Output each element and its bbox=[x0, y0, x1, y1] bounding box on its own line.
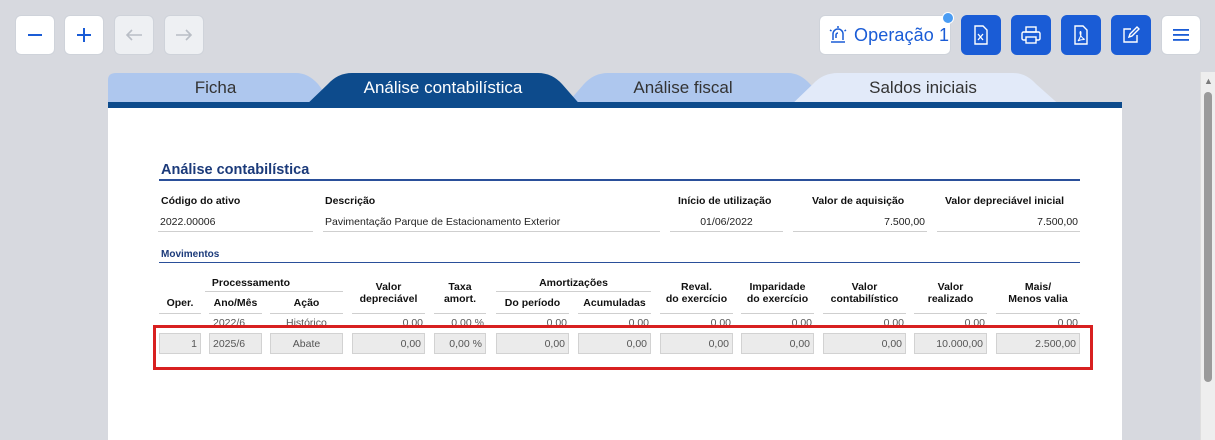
acquisition-value-label: Valor de aquisição bbox=[812, 195, 905, 207]
export-pdf-button[interactable] bbox=[1061, 15, 1101, 55]
alarm-light-icon bbox=[829, 26, 847, 43]
tab-ficha[interactable]: Ficha bbox=[194, 78, 237, 97]
header-reval: Reval. do exercício bbox=[665, 281, 728, 305]
scrollbar-thumb[interactable] bbox=[1204, 92, 1212, 382]
taxa-field[interactable]: 0,00 % bbox=[434, 333, 486, 354]
export-excel-button[interactable] bbox=[961, 15, 1001, 55]
acquisition-value: 7.500,00 bbox=[884, 216, 925, 228]
ano-mes-field[interactable]: 2025/6 bbox=[209, 333, 262, 354]
col-underline bbox=[496, 313, 569, 314]
depreciable-value-label: Valor depreciável inicial bbox=[945, 195, 1065, 207]
header-acumuladas: Acumuladas bbox=[583, 297, 646, 309]
col-underline bbox=[914, 313, 987, 314]
header-imparidade: Imparidade do exercício bbox=[746, 281, 809, 305]
tab-bar: Ficha Análise contabilística Análise fis… bbox=[108, 72, 1122, 108]
col-underline bbox=[159, 313, 201, 314]
header-acao: Ação bbox=[293, 297, 320, 309]
asset-code-underline bbox=[158, 231, 313, 232]
tab-analise-contabilistica[interactable]: Análise contabilística bbox=[363, 78, 523, 97]
col-underline bbox=[741, 313, 814, 314]
movements-divider bbox=[159, 262, 1080, 263]
zoom-out-button[interactable] bbox=[15, 15, 55, 55]
valor-depreciavel-field[interactable]: 0,00 bbox=[352, 333, 425, 354]
header-mais-menos-valia: Mais/Menos valia bbox=[1008, 281, 1068, 305]
highlight-inner-mask bbox=[156, 328, 1090, 332]
do-periodo-field[interactable]: 0,00 bbox=[496, 333, 569, 354]
section-divider bbox=[159, 179, 1080, 181]
arrow-left-icon bbox=[125, 29, 142, 41]
asset-code-label: Código do ativo bbox=[161, 195, 241, 207]
reval-field[interactable]: 0,00 bbox=[660, 333, 733, 354]
description-underline bbox=[323, 231, 660, 232]
col-underline bbox=[660, 313, 733, 314]
header-processamento: Processamento bbox=[211, 277, 291, 289]
header-valor-contabilistico: Valor contabilístico bbox=[830, 281, 899, 305]
col-underline bbox=[823, 313, 906, 314]
vertical-scrollbar[interactable]: ▲ bbox=[1200, 72, 1215, 440]
header-taxa-amort: Taxa amort. bbox=[443, 281, 477, 305]
acao-field[interactable]: Abate bbox=[270, 333, 343, 354]
back-button[interactable] bbox=[114, 15, 154, 55]
print-button[interactable] bbox=[1011, 15, 1051, 55]
start-date-value: 01/06/2022 bbox=[700, 216, 753, 228]
depreciable-value: 7.500,00 bbox=[1037, 216, 1078, 228]
movements-title: Movimentos bbox=[161, 249, 220, 260]
pencil-square-icon bbox=[1123, 26, 1140, 43]
tab-underline bbox=[108, 102, 1122, 108]
amortizacoes-underline bbox=[496, 291, 651, 292]
description-value: Pavimentação Parque de Estacionamento Ex… bbox=[325, 216, 561, 228]
header-oper: Oper. bbox=[166, 297, 194, 309]
forward-button[interactable] bbox=[164, 15, 204, 55]
printer-icon bbox=[1021, 26, 1041, 44]
pdf-file-icon bbox=[1074, 25, 1088, 45]
valor-realizado-field[interactable]: 10.000,00 bbox=[914, 333, 987, 354]
col-underline bbox=[209, 313, 262, 314]
acumuladas-field[interactable]: 0,00 bbox=[578, 333, 651, 354]
notification-badge bbox=[942, 12, 954, 24]
header-ano-mes: Ano/Mês bbox=[213, 297, 258, 309]
start-date-label: Início de utilização bbox=[678, 195, 772, 207]
zoom-in-button[interactable] bbox=[64, 15, 104, 55]
highlight-box bbox=[153, 325, 1093, 370]
col-underline bbox=[434, 313, 486, 314]
menu-button[interactable] bbox=[1161, 15, 1201, 55]
oper-field[interactable]: 1 bbox=[159, 333, 201, 354]
header-valor-realizado: Valor realizado bbox=[927, 281, 974, 305]
operation-button[interactable]: Operação 1 bbox=[819, 12, 954, 55]
acquisition-underline bbox=[793, 231, 927, 232]
valor-contabilistico-field[interactable]: 0,00 bbox=[823, 333, 906, 354]
section-title: Análise contabilística bbox=[161, 162, 310, 178]
minus-icon bbox=[28, 34, 42, 36]
excel-file-icon bbox=[974, 25, 988, 45]
imparidade-field[interactable]: 0,00 bbox=[741, 333, 814, 354]
asset-code-value: 2022.00006 bbox=[160, 216, 216, 228]
arrow-right-icon bbox=[176, 29, 193, 41]
description-label: Descrição bbox=[325, 195, 376, 207]
mais-menos-valia-field[interactable]: 2.500,00 bbox=[996, 333, 1080, 354]
col-underline bbox=[578, 313, 651, 314]
tab-shapes bbox=[108, 73, 1063, 108]
plus-icon bbox=[77, 28, 91, 42]
processamento-underline bbox=[205, 291, 343, 292]
operation-label: Operação 1 bbox=[854, 24, 950, 45]
start-date-underline bbox=[670, 231, 783, 232]
header-valor-depreciavel: Valor depreciável bbox=[359, 281, 418, 305]
col-underline bbox=[996, 313, 1080, 314]
hamburger-icon bbox=[1173, 29, 1189, 41]
edit-button[interactable] bbox=[1111, 15, 1151, 55]
header-amortizacoes: Amortizações bbox=[539, 277, 608, 289]
tab-analise-fiscal[interactable]: Análise fiscal bbox=[633, 78, 733, 97]
header-do-periodo: Do período bbox=[504, 297, 561, 309]
col-underline bbox=[352, 313, 425, 314]
depreciable-underline bbox=[937, 231, 1080, 232]
tab-saldos-iniciais[interactable]: Saldos iniciais bbox=[869, 78, 977, 97]
col-underline bbox=[270, 313, 343, 314]
scroll-up-icon: ▲ bbox=[1204, 76, 1213, 86]
content-panel bbox=[108, 108, 1122, 440]
